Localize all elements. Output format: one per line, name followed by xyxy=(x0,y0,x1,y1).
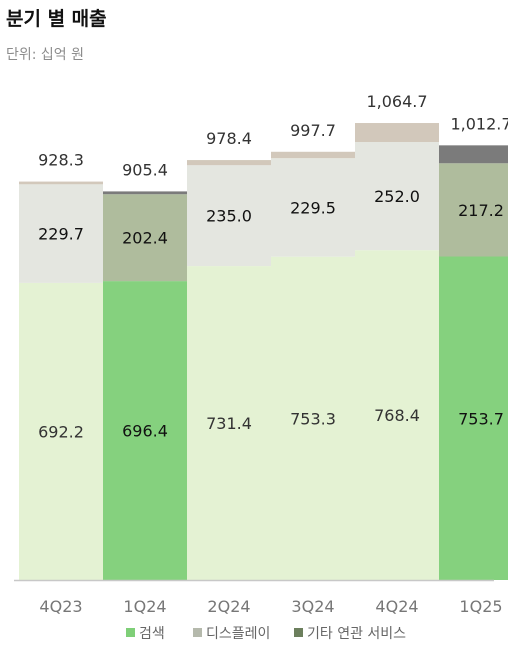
legend-swatch-search xyxy=(126,628,135,637)
search-value-label-4q24: 768.4 xyxy=(374,406,420,425)
bar-other-2q24 xyxy=(187,160,271,166)
x-tick-label-3q24: 3Q24 xyxy=(291,597,334,616)
total-value-label-2q24: 978.4 xyxy=(206,129,252,148)
search-value-label-1q25: 753.7 xyxy=(458,409,504,428)
display-value-label-4q24: 252.0 xyxy=(374,187,420,206)
legend-label-search: 검색 xyxy=(139,626,165,642)
bar-search-1q25 xyxy=(439,256,508,580)
legend-swatch-display xyxy=(193,628,202,637)
total-value-label-1q24: 905.4 xyxy=(122,160,168,179)
bar-search-3q24 xyxy=(271,256,355,580)
display-value-label-1q24: 202.4 xyxy=(122,229,168,248)
x-tick-label-1q24: 1Q24 xyxy=(123,597,166,616)
bar-search-4q24 xyxy=(355,250,439,580)
legend-label-other: 기타 연관 서비스 xyxy=(307,626,406,642)
x-tick-label-2q24: 2Q24 xyxy=(207,597,250,616)
display-value-label-1q25: 217.2 xyxy=(458,201,504,220)
chart-title: 분기 별 매출 xyxy=(6,8,107,30)
x-tick-label-1q25: 1Q25 xyxy=(459,597,502,616)
bar-display-4q24 xyxy=(355,142,439,251)
bar-other-3q24 xyxy=(271,151,355,159)
display-value-label-2q24: 235.0 xyxy=(206,207,252,226)
total-value-label-3q24: 997.7 xyxy=(290,121,336,140)
bar-display-2q24 xyxy=(187,165,271,267)
bar-display-3q24 xyxy=(271,158,355,257)
x-tick-label-4q23: 4Q23 xyxy=(39,597,82,616)
search-value-label-1q24: 696.4 xyxy=(122,422,168,441)
bar-search-2q24 xyxy=(187,266,271,580)
bar-display-1q24 xyxy=(103,194,187,282)
bar-other-1q25 xyxy=(439,145,508,164)
bar-search-4q23 xyxy=(19,282,103,580)
search-value-label-2q24: 731.4 xyxy=(206,414,252,433)
total-value-label-4q23: 928.3 xyxy=(38,151,84,170)
legend-swatch-other xyxy=(294,628,303,637)
bar-display-4q23 xyxy=(19,184,103,283)
bar-other-4q24 xyxy=(355,123,439,143)
total-value-label-4q24: 1,064.7 xyxy=(366,92,427,111)
x-tick-label-4q24: 4Q24 xyxy=(375,597,418,616)
legend-label-display: 디스플레이 xyxy=(206,626,270,642)
bar-display-1q25 xyxy=(439,163,508,257)
bar-search-1q24 xyxy=(103,281,187,580)
display-value-label-3q24: 229.5 xyxy=(290,198,336,217)
bar-other-1q24 xyxy=(103,191,187,195)
total-value-label-1q25: 1,012.7 xyxy=(450,114,508,133)
unit-label: 단위: 십억 원 xyxy=(6,47,85,63)
search-value-label-4q23: 692.2 xyxy=(38,422,84,441)
display-value-label-4q23: 229.7 xyxy=(38,225,84,244)
bar-other-4q23 xyxy=(19,181,103,185)
search-value-label-3q24: 753.3 xyxy=(290,409,336,428)
